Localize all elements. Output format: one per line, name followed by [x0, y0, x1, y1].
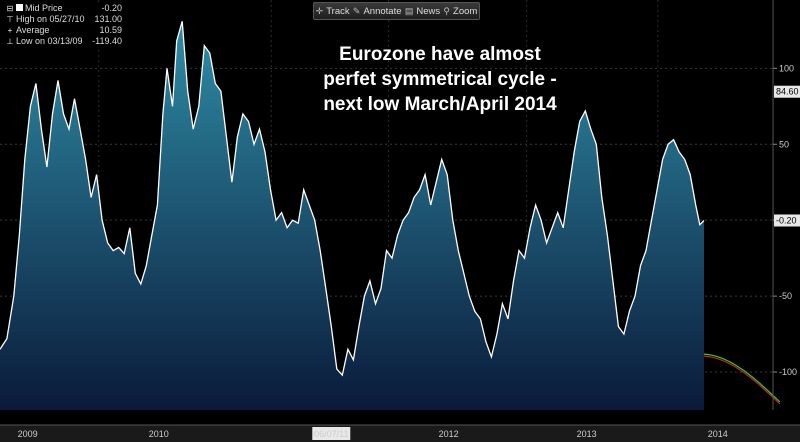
annotate-button[interactable]: ✎ Annotate — [353, 6, 402, 17]
collapse-icon[interactable]: ⊟ — [6, 4, 14, 13]
x-tick-label: 2009 — [18, 429, 38, 439]
x-tick-label: 2012 — [439, 429, 459, 439]
max-marker-box — [774, 85, 800, 98]
average-label: Average — [16, 25, 50, 35]
legend-high-row: ⊤ High on 05/27/10 131.00 — [4, 14, 122, 25]
x-tick-label: 2010 — [149, 429, 169, 439]
title-line-2: perfet symmetrical cycle - — [323, 69, 557, 90]
y-axis: 100500-50-100 — [772, 0, 797, 410]
series-name: Mid Price — [25, 3, 63, 13]
x-axis-band — [0, 425, 800, 442]
low-marker-icon: ⊥ — [6, 37, 14, 46]
annotate-label: Annotate — [363, 5, 402, 17]
x-axis: 2009 2010 06/07/11 2012 2013 2014 — [0, 424, 800, 442]
title-line-1: Eurozone have almost — [339, 44, 541, 65]
y-tick-label: -100 — [779, 367, 797, 377]
track-button[interactable]: ✛ Track — [316, 6, 350, 17]
low-label: Low on 03/13/09 — [16, 36, 83, 46]
chart-toolbar: ✛ Track ✎ Annotate ▤ News ⚲ Zoom — [313, 2, 480, 20]
x-date-highlight — [312, 427, 351, 440]
crosshair-icon: ✛ — [315, 5, 324, 16]
average-value: 10.59 — [99, 25, 122, 35]
low-value: -119.40 — [92, 36, 122, 46]
value-markers: 84.60 -0.20 — [774, 85, 800, 227]
high-label: High on 05/27/10 — [16, 14, 85, 24]
price-area — [0, 21, 704, 411]
x-tick-label: 2013 — [577, 429, 597, 439]
track-label: Track — [326, 5, 350, 17]
x-tick-label: 06/07/11 — [314, 429, 348, 439]
average-marker-icon: + — [7, 26, 13, 35]
high-marker-icon: ⊤ — [6, 15, 14, 24]
zoom-label: Zoom — [453, 5, 478, 17]
news-icon: ▤ — [404, 5, 414, 16]
news-label: News — [416, 5, 441, 17]
legend-series-row[interactable]: ⊟ Mid Price -0.20 — [4, 3, 122, 14]
pencil-icon: ✎ — [352, 5, 361, 16]
series-value: -0.20 — [101, 3, 122, 13]
last-value-box — [774, 214, 800, 227]
max-marker-label: 84.60 — [776, 87, 799, 97]
x-tick-label: 2014 — [708, 429, 728, 439]
y-tick-label: 50 — [779, 139, 789, 149]
title-line-3: next low March/April 2014 — [323, 94, 557, 115]
y-tick-label: 100 — [779, 63, 794, 73]
legend-low-row: ⊥ Low on 03/13/09 -119.40 — [4, 36, 122, 47]
y-tick-label: -50 — [779, 291, 792, 301]
high-value: 131.00 — [94, 14, 122, 24]
news-button[interactable]: ▤ News — [405, 6, 440, 17]
price-line — [0, 21, 705, 377]
chart-title: Eurozone have almost perfet symmetrical … — [300, 42, 580, 117]
last-value-label: -0.20 — [776, 215, 797, 225]
series-swatch — [16, 4, 23, 11]
zoom-button[interactable]: ⚲ Zoom — [443, 6, 477, 17]
legend-average-row: + Average 10.59 — [4, 25, 122, 36]
magnifier-icon: ⚲ — [443, 5, 451, 16]
chart-legend: ⊟ Mid Price -0.20 ⊤ High on 05/27/10 131… — [2, 2, 124, 48]
